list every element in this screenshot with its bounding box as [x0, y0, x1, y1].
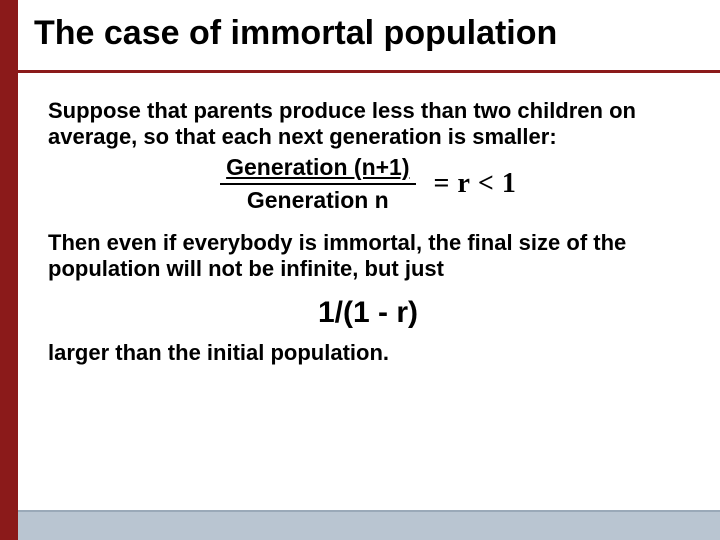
- equation-rhs: = r < 1: [434, 168, 516, 200]
- slide: The case of immortal population Suppose …: [0, 0, 720, 540]
- slide-body: Suppose that parents produce less than t…: [48, 98, 688, 366]
- result-formula: 1/(1 - r): [48, 296, 688, 330]
- title-underline: [18, 70, 720, 73]
- equals-sign: =: [434, 168, 450, 200]
- paragraph-2: Then even if everybody is immortal, the …: [48, 230, 688, 282]
- generation-ratio-equation: Generation (n+1) Generation n = r < 1: [48, 154, 688, 214]
- fraction: Generation (n+1) Generation n: [220, 154, 415, 214]
- fraction-numerator: Generation (n+1): [220, 154, 415, 185]
- left-accent-bar: [0, 0, 18, 540]
- paragraph-3: larger than the initial population.: [48, 340, 688, 366]
- paragraph-1: Suppose that parents produce less than t…: [48, 98, 688, 150]
- variable-r: r: [457, 168, 469, 200]
- less-than-sign: <: [478, 168, 494, 200]
- slide-title: The case of immortal population: [34, 14, 694, 53]
- bottom-bar: [18, 512, 720, 540]
- number-one: 1: [502, 168, 516, 200]
- fraction-denominator: Generation n: [247, 185, 389, 214]
